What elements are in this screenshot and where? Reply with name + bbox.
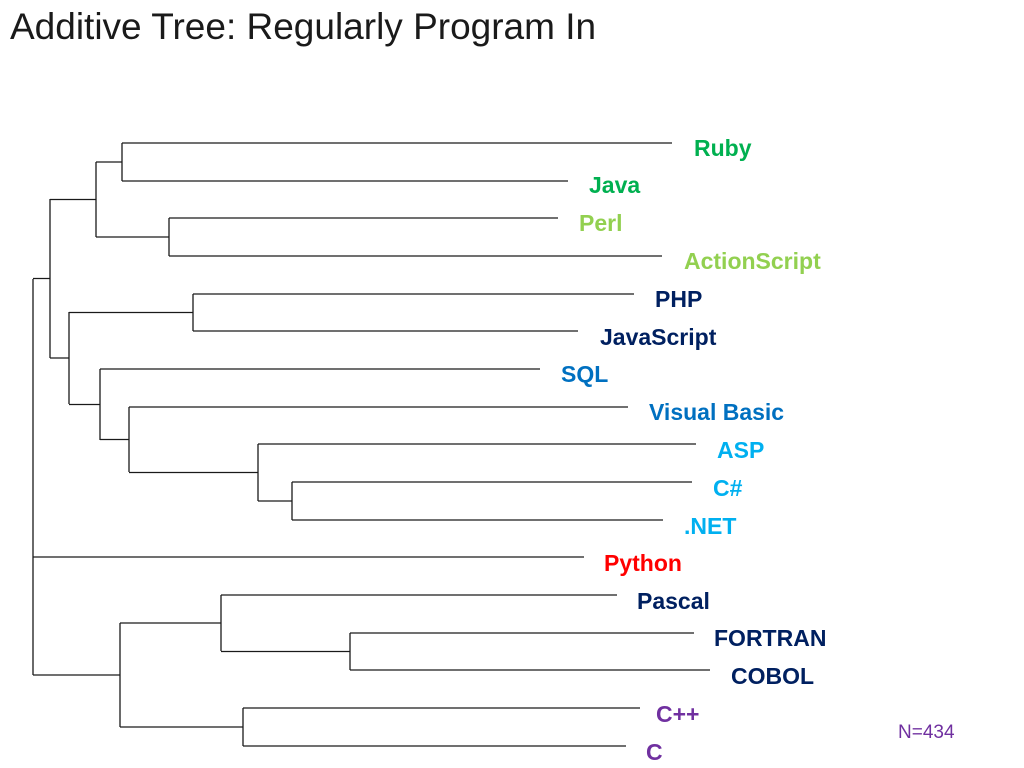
leaf-label: Pascal	[637, 588, 710, 614]
leaf-label: .NET	[684, 513, 736, 539]
tree-leaf-labels: Ruby Java Perl ActionScript PHP JavaScript SQL…	[561, 135, 826, 765]
slide-title: Additive Tree: Regularly Program In	[10, 6, 597, 47]
leaf-label: C#	[713, 475, 743, 501]
leaf-label: PHP	[655, 286, 702, 312]
leaf-label: ASP	[717, 437, 764, 463]
sample-size-note: N=434	[898, 722, 955, 743]
tree-branches	[32, 142, 710, 747]
leaf-label: Perl	[579, 210, 622, 236]
leaf-label: JavaScript	[600, 324, 717, 350]
leaf-label: Python	[604, 550, 682, 576]
leaf-label: COBOL	[731, 663, 814, 689]
leaf-label: Ruby	[694, 135, 752, 161]
leaf-label: Java	[589, 172, 640, 198]
leaf-label: SQL	[561, 361, 608, 387]
leaf-label: Visual Basic	[649, 399, 784, 425]
leaf-label: ActionScript	[684, 248, 821, 274]
leaf-label: C++	[656, 701, 699, 727]
leaf-label: FORTRAN	[714, 625, 826, 651]
leaf-label: C	[646, 739, 663, 765]
